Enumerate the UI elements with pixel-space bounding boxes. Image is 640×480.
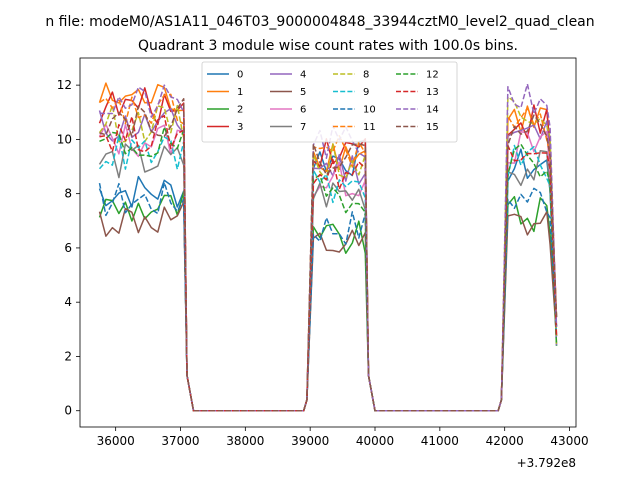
legend-label-6: 6	[300, 105, 306, 116]
series-line-13	[99, 114, 558, 412]
series-line-11	[99, 93, 558, 412]
x-axis: 36000 37000 38000 39000 40000 41000 42000 43000	[97, 427, 589, 448]
legend-box	[201, 61, 458, 143]
series-line-12	[99, 126, 558, 412]
x-tick-label: 41000	[421, 434, 459, 448]
x-tick-label: 37000	[161, 434, 199, 448]
series-line-14	[99, 83, 558, 412]
series-line-4	[98, 107, 558, 412]
y-tick-label: 4	[64, 295, 72, 309]
x-tick-label: 42000	[486, 434, 524, 448]
chart-title: Quadrant 3 module wise count rates with …	[138, 38, 518, 54]
legend-label-5: 5	[300, 87, 306, 98]
legend-label-13: 13	[426, 87, 439, 98]
series-line-9	[98, 134, 558, 412]
legend-label-12: 12	[426, 70, 439, 81]
legend-label-14: 14	[426, 105, 439, 116]
series-line-7	[98, 143, 558, 412]
legend-label-11: 11	[363, 122, 376, 133]
series-line-3	[98, 87, 558, 412]
x-tick-label: 39000	[291, 434, 329, 448]
legend-label-0: 0	[237, 70, 243, 81]
y-tick-label: 8	[64, 187, 72, 201]
x-axis-offset-label: +3.792e8	[517, 456, 576, 470]
axes-frame	[79, 57, 577, 428]
x-tick-label: 36000	[97, 434, 135, 448]
legend-label-4: 4	[300, 70, 306, 81]
legend-label-7: 7	[300, 122, 306, 133]
series-line-0	[98, 139, 558, 412]
legend-label-2: 2	[237, 105, 243, 116]
legend-label-8: 8	[363, 70, 369, 81]
legend-label-1: 1	[237, 87, 243, 98]
series-line-5	[98, 201, 558, 412]
series-line-8	[98, 96, 558, 412]
x-tick-label: 38000	[226, 434, 264, 448]
y-tick-label: 6	[64, 241, 72, 255]
x-tick-label: 40000	[356, 434, 394, 448]
legend-label-3: 3	[237, 122, 243, 133]
series-line-15	[99, 98, 558, 412]
y-axis: 0 2 4 6 8 10 12	[57, 78, 80, 418]
x-tick-label: 43000	[550, 434, 588, 448]
legend-label-10: 10	[363, 105, 376, 116]
y-tick-label: 10	[57, 132, 72, 146]
y-tick-label: 12	[57, 78, 72, 92]
y-tick-label: 0	[64, 404, 72, 418]
y-tick-label: 2	[64, 349, 72, 363]
series-line-10	[98, 181, 558, 412]
chart-suptitle: n file: modeM0/AS1A11_046T03_9000004848_…	[45, 14, 594, 30]
legend-label-15: 15	[426, 122, 439, 133]
plot-area	[98, 82, 558, 412]
legend-label-9: 9	[363, 87, 369, 98]
